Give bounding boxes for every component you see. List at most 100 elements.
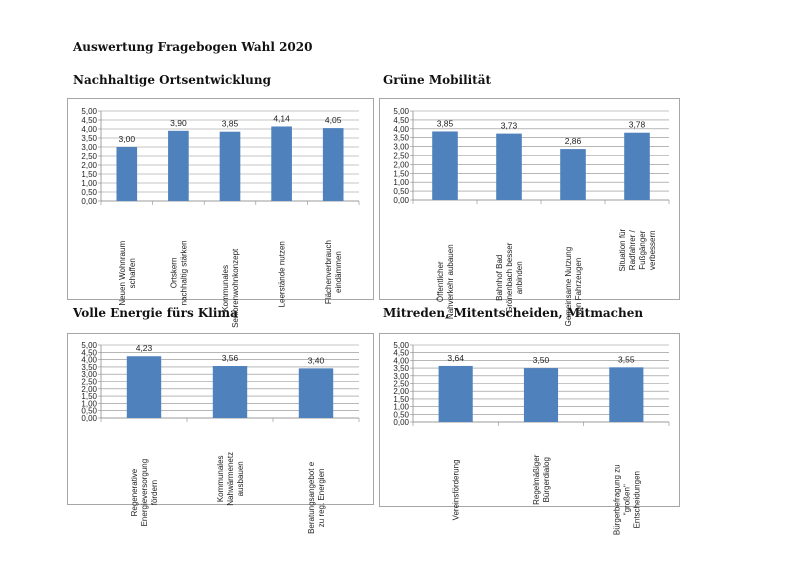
category-label: RegelmäßigerBürgerdialog [532,454,551,505]
bar [496,133,522,200]
bar [212,366,248,418]
y-tick-label: 1,50 [81,392,97,401]
chart-svg: 0,000,501,001,502,002,503,003,504,004,50… [81,341,360,534]
y-tick-label: 0,00 [81,197,97,206]
category-label-text: RegenerativeEnergieversorgungfördern [130,459,159,527]
category-label-text: Flächenverbraucheindämmen [324,240,343,304]
y-tick-label: 1,50 [393,169,409,178]
category-label-text: Neuen Wohnraumschaffen [118,241,137,306]
data-label: 4,05 [325,115,342,125]
data-label: 3,50 [533,355,550,365]
data-label: 3,56 [222,353,239,363]
data-label: 3,85 [437,118,454,128]
y-tick-label: 5,00 [393,341,409,350]
category-label: Situation fürRadfahrer /Fußgängerverbess… [618,229,657,272]
y-tick-label: 0,00 [393,196,409,205]
category-label-line: Ortskern [169,258,178,289]
category-label-line: Nahverkehr aubauen [446,244,455,319]
y-tick-label: 0,50 [81,188,97,197]
data-label: 3,40 [308,355,325,365]
bar [298,368,334,418]
y-tick-label: 1,00 [81,179,97,188]
category-label-line: "großen" [622,484,631,515]
y-tick-label: 3,50 [81,134,97,143]
category-label-line: Kommunales [216,455,225,502]
category-label-text: RegelmäßigerBürgerdialog [532,454,551,505]
category-label-line: fördern [150,480,159,505]
category-label: RegenerativeEnergieversorgungfördern [130,459,159,527]
y-tick-label: 4,00 [81,125,97,134]
category-label-line: von Fahrzeugen [574,258,583,316]
category-label-text: Ortskernnachhaltig stärken [169,240,188,305]
y-tick-label: 2,50 [393,152,409,161]
category-label-line: Beratungsangebot e [307,461,316,534]
category-label: Flächenverbraucheindämmen [324,240,343,304]
category-label-line: Vereinsförderung [452,459,461,520]
y-tick-label: 4,50 [81,348,97,357]
category-label-line: Energieversorgung [140,459,149,527]
y-tick-label: 3,00 [393,143,409,152]
category-label-line: Gemeinsame Nutzung [564,247,573,327]
bar [271,126,292,201]
category-label: Bürgerbefragung zu"großen"Entscheidungen [612,464,641,535]
y-tick-label: 2,00 [393,160,409,169]
chart-mitreden: 0,00 0,50 1,00 1,50 2,00 2,50 3,00 3,50 4,00 4,50… [379,333,680,535]
category-label: Neuen Wohnraumschaffen [118,241,137,306]
category-label-line: Kommunales [221,265,230,312]
y-tick-label: 3,50 [393,134,409,143]
category-label-line: Fußgänger [638,230,647,269]
y-tick-label: 4,50 [393,116,409,125]
y-tick-label: 2,00 [81,161,97,170]
y-tick-label: 2,00 [393,387,409,396]
y-tick-label: 4,50 [393,349,409,358]
y-tick-label: 1,50 [393,395,409,404]
y-tick-label: 2,00 [81,385,97,394]
chart-mobilitaet: 0,00 0,50 1,00 1,50 2,00 2,50 3,00 3,50 4,00 4,50… [379,98,680,326]
category-label-line: Regelmäßiger [532,454,541,505]
y-tick-label: 3,00 [393,372,409,381]
y-tick-label: 3,50 [393,364,409,373]
category-label-line: Leerstände nutzen [278,241,287,307]
category-label: ÖffentlicherNahverkehr aubauen [436,244,455,319]
chart-heading-ortsentwicklung: Nachhaltige Ortsentwicklung [73,73,272,87]
y-tick-label: 0,00 [393,418,409,427]
y-tick-label: 1,00 [81,399,97,408]
y-tick-label: 4,00 [81,356,97,365]
category-label-line: Bahnhof Bad [495,255,504,301]
bar [219,131,241,201]
y-tick-label: 5,00 [393,107,409,116]
category-label: Leerstände nutzen [278,241,287,307]
data-label: 3,00 [119,134,136,144]
category-label-text: Situation fürRadfahrer /Fußgängerverbess… [618,229,657,272]
y-tick-label: 1,50 [81,170,97,179]
category-label-line: Regenerative [130,468,139,516]
category-label-line: Grönenbach besser [505,242,514,313]
bar [560,149,586,200]
data-label: 3,55 [618,354,635,364]
y-tick-label: 2,50 [393,380,409,389]
category-label-line: Situation für [618,229,627,272]
chart-energie: 0,00 0,50 1,00 1,50 2,00 2,50 3,00 3,50 4,00 4,50… [67,333,374,534]
category-label-text: KommunalesNahwärmenetzausbauen [216,452,245,506]
chart-heading-mitreden: Mitreden, Mitentscheiden, Mitmachen [383,306,644,320]
category-label: Vereinsförderung [452,459,461,520]
data-label: 3,64 [447,353,464,363]
y-tick-label: 1,00 [393,403,409,412]
category-label-text: Bürgerbefragung zu"großen"Entscheidungen [612,464,641,535]
y-tick-label: 3,50 [81,363,97,372]
bar [168,130,189,201]
data-label: 4,14 [273,113,290,123]
category-label-text: Bahnhof BadGrönenbach besseranbinden [495,242,524,313]
bar [432,131,458,200]
y-tick-label: 4,00 [393,356,409,365]
category-label-line: verbessern [648,230,657,270]
page-title: Auswertung Fragebogen Wahl 2020 [73,40,313,54]
category-label: Bahnhof BadGrönenbach besseranbinden [495,242,524,313]
y-tick-label: 5,00 [81,107,97,116]
y-tick-label: 1,00 [393,178,409,187]
category-label-line: ausbauen [236,461,245,496]
bar [523,368,559,422]
category-label: Gemeinsame Nutzungvon Fahrzeugen [564,247,583,327]
category-label-line: Entscheidungen [632,471,641,528]
category-label-line: zu reg. Energien [317,469,326,528]
